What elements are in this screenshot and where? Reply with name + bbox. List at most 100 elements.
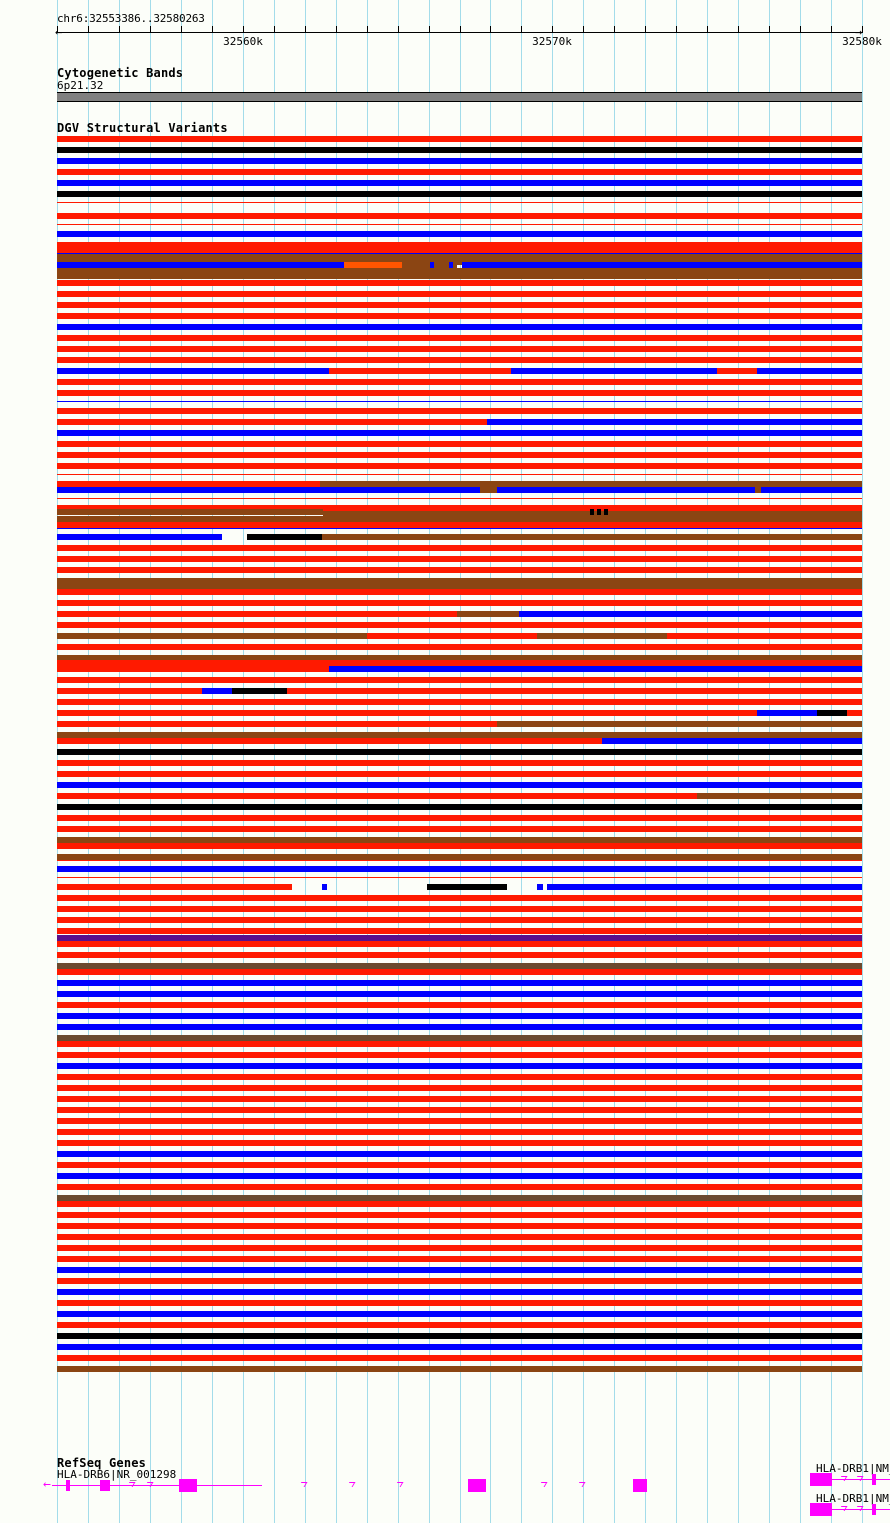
dgv-variant-segment[interactable] <box>57 474 862 475</box>
dgv-variant-segment[interactable] <box>57 793 697 799</box>
dgv-variant-segment[interactable] <box>57 1162 862 1168</box>
dgv-variant-segment[interactable] <box>57 452 862 458</box>
dgv-variant-segment[interactable] <box>57 481 320 487</box>
dgv-variant-segment[interactable] <box>57 1173 862 1179</box>
dgv-variant-segment[interactable] <box>57 390 862 396</box>
dgv-variant-segment[interactable] <box>487 419 862 425</box>
gene-exon[interactable] <box>179 1478 197 1492</box>
dgv-variant-segment[interactable] <box>57 534 222 540</box>
dgv-variant-segment[interactable] <box>322 534 862 540</box>
dgv-variant-segment[interactable] <box>57 611 457 617</box>
dgv-variant-segment[interactable] <box>329 666 627 672</box>
gene-exon[interactable] <box>810 1502 832 1516</box>
dgv-variant-segment[interactable] <box>57 567 862 573</box>
dgv-variant-segment[interactable] <box>57 860 862 861</box>
dgv-variant-segment[interactable] <box>57 419 487 425</box>
dgv-variant-segment[interactable] <box>537 633 667 639</box>
dgv-variant-segment[interactable] <box>697 793 862 799</box>
dgv-variant-segment[interactable] <box>537 884 543 890</box>
dgv-variant-segment[interactable] <box>57 136 862 142</box>
gene-label-hla-drb6[interactable]: HLA-DRB6|NR_001298 <box>57 1468 177 1481</box>
dgv-variant-segment[interactable] <box>57 644 862 650</box>
dgv-variant-segment[interactable] <box>57 1195 862 1201</box>
dgv-variant-segment[interactable] <box>57 941 862 947</box>
dgv-variant-segment[interactable] <box>57 749 862 755</box>
dgv-variant-segment[interactable] <box>57 147 862 153</box>
dgv-variant-segment[interactable] <box>322 884 327 890</box>
gene-exon[interactable] <box>66 1479 70 1491</box>
dgv-variant-segment[interactable] <box>57 1002 862 1008</box>
dgv-variant-segment[interactable] <box>57 346 862 352</box>
dgv-variant-segment[interactable] <box>57 1212 862 1218</box>
dgv-variant-segment[interactable] <box>57 379 862 385</box>
dgv-variant-segment[interactable] <box>427 884 507 890</box>
dgv-variant-segment[interactable] <box>57 1063 862 1069</box>
dgv-variant-segment[interactable] <box>57 1223 862 1229</box>
dgv-variant-segment[interactable] <box>57 660 862 666</box>
dgv-variant-segment[interactable] <box>462 262 862 268</box>
dgv-variant-segment[interactable] <box>57 441 862 447</box>
dgv-variant-segment[interactable] <box>57 884 292 890</box>
dgv-variant-segment[interactable] <box>590 509 594 515</box>
dgv-variant-segment[interactable] <box>57 843 862 849</box>
dgv-variant-segment[interactable] <box>57 357 862 363</box>
dgv-variant-segment[interactable] <box>817 710 847 716</box>
dgv-variant-segment[interactable] <box>511 368 717 374</box>
dgv-variant-segment[interactable] <box>57 545 862 551</box>
dgv-variant-segment[interactable] <box>57 324 862 330</box>
dgv-variant-segment[interactable] <box>57 401 862 402</box>
dgv-variant-segment[interactable] <box>57 1052 862 1058</box>
gene-exon[interactable] <box>872 1473 876 1485</box>
dgv-variant-segment[interactable] <box>57 826 862 832</box>
dgv-variant-segment[interactable] <box>57 1300 862 1306</box>
dgv-variant-segment[interactable] <box>57 906 862 912</box>
dgv-variant-segment[interactable] <box>367 633 537 639</box>
dgv-variant-segment[interactable] <box>57 368 329 374</box>
dgv-variant-segment[interactable] <box>57 721 497 727</box>
dgv-variant-segment[interactable] <box>57 928 862 934</box>
dgv-variant-segment[interactable] <box>57 430 862 436</box>
dgv-variant-segment[interactable] <box>57 677 862 683</box>
dgv-variant-segment[interactable] <box>57 854 862 860</box>
dgv-variant-segment[interactable] <box>57 1322 862 1328</box>
dgv-variant-segment[interactable] <box>57 1234 862 1240</box>
dgv-variant-segment[interactable] <box>57 1245 862 1251</box>
dgv-variant-segment[interactable] <box>697 633 862 639</box>
dgv-variant-segment[interactable] <box>57 509 323 515</box>
dgv-variant-segment[interactable] <box>57 242 862 248</box>
dgv-variant-segment[interactable] <box>57 556 862 562</box>
dgv-variant-segment[interactable] <box>57 655 862 661</box>
dgv-variant-segment[interactable] <box>57 280 862 286</box>
dgv-variant-segment[interactable] <box>57 666 329 672</box>
dgv-variant-segment[interactable] <box>597 509 601 515</box>
dgv-variant-segment[interactable] <box>57 528 862 529</box>
dgv-variant-segment[interactable] <box>604 509 608 515</box>
dgv-variant-segment[interactable] <box>57 191 862 197</box>
dgv-variant-segment[interactable] <box>57 158 862 164</box>
dgv-variant-segment[interactable] <box>57 268 862 274</box>
gene-exon[interactable] <box>468 1478 486 1492</box>
dgv-variant-segment[interactable] <box>57 313 862 319</box>
dgv-variant-segment[interactable] <box>57 710 757 716</box>
dgv-variant-segment[interactable] <box>57 895 862 901</box>
dgv-variant-segment[interactable] <box>57 1333 862 1339</box>
dgv-variant-segment[interactable] <box>847 710 862 716</box>
dgv-variant-segment[interactable] <box>57 1311 862 1317</box>
dgv-variant-segment[interactable] <box>57 202 862 203</box>
coordinate-ruler[interactable]: chr6:32553386..32580263 ← → 32560k 32570k… <box>0 0 890 60</box>
dgv-variant-segment[interactable] <box>57 1344 862 1350</box>
dgv-variant-segment[interactable] <box>320 481 862 487</box>
dgv-variant-segment[interactable] <box>202 688 232 694</box>
ruler-left-arrow-icon[interactable]: ← <box>55 25 63 39</box>
dgv-variant-segment[interactable] <box>449 262 453 268</box>
dgv-variant-segment[interactable] <box>57 622 862 628</box>
dgv-variant-segment[interactable] <box>57 952 862 958</box>
dgv-variant-segment[interactable] <box>57 335 862 341</box>
dgv-variant-segment[interactable] <box>232 688 287 694</box>
dgv-variant-segment[interactable] <box>627 666 862 672</box>
gene-exon[interactable] <box>633 1478 647 1492</box>
dgv-variant-segment[interactable] <box>57 522 862 528</box>
dgv-variant-segment[interactable] <box>57 487 480 493</box>
dgv-variant-segment[interactable] <box>57 963 862 969</box>
dgv-variant-segment[interactable] <box>287 688 862 694</box>
